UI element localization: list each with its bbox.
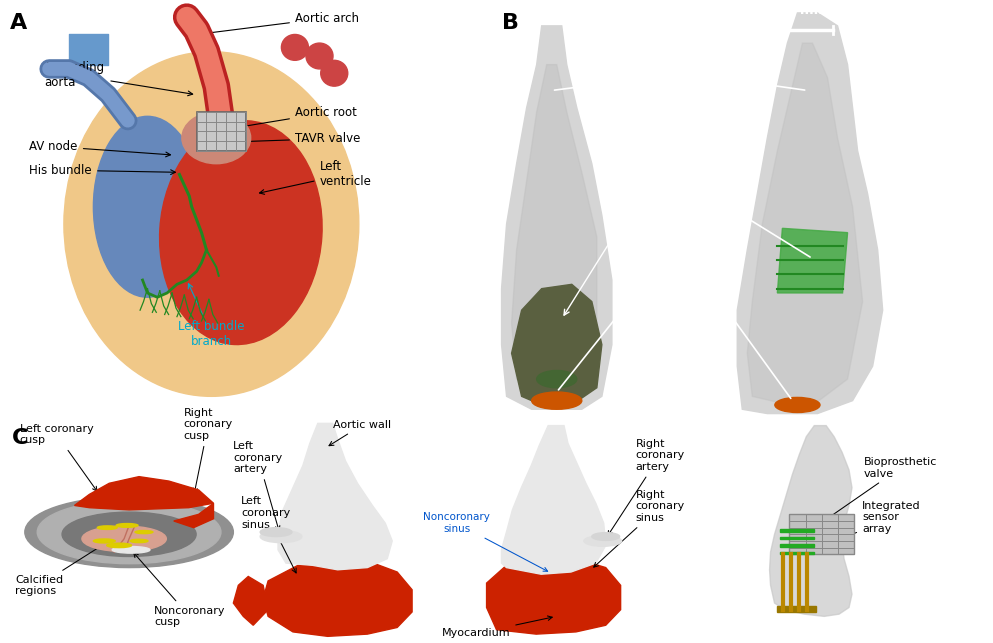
Ellipse shape — [135, 530, 153, 534]
Ellipse shape — [25, 496, 233, 568]
Ellipse shape — [112, 547, 150, 553]
Text: Calcified
regions: Calcified regions — [15, 539, 111, 596]
Text: Bioprosthetic
valve: Bioprosthetic valve — [817, 457, 937, 525]
Text: Integrated
sensor array: Integrated sensor array — [640, 147, 734, 176]
Text: Myocardium: Myocardium — [632, 231, 723, 244]
Polygon shape — [737, 13, 883, 413]
Text: Right
coronary
cusp: Right coronary cusp — [184, 408, 233, 493]
Bar — [780, 552, 814, 554]
Polygon shape — [278, 423, 392, 570]
Ellipse shape — [130, 539, 148, 543]
Text: AV node: AV node — [30, 140, 171, 157]
Text: His bundle: His bundle — [30, 164, 176, 177]
Text: 15 mm: 15 mm — [778, 5, 827, 17]
Polygon shape — [748, 43, 863, 410]
Text: Integrated
sensor
array: Integrated sensor array — [820, 501, 921, 548]
Bar — [197, 112, 245, 151]
Polygon shape — [487, 556, 621, 634]
Text: B: B — [501, 13, 518, 33]
Text: Left
coronary
artery: Left coronary artery — [233, 441, 283, 530]
Polygon shape — [511, 64, 597, 396]
Ellipse shape — [97, 526, 117, 529]
Ellipse shape — [260, 528, 292, 536]
Ellipse shape — [584, 536, 622, 547]
Bar — [789, 514, 854, 554]
Ellipse shape — [62, 512, 197, 556]
Ellipse shape — [93, 116, 202, 297]
Text: Right
coronary
artery: Right coronary artery — [608, 439, 685, 536]
Ellipse shape — [775, 397, 820, 413]
Ellipse shape — [116, 523, 138, 527]
Ellipse shape — [81, 526, 166, 552]
Ellipse shape — [160, 121, 322, 345]
Ellipse shape — [93, 539, 115, 543]
Polygon shape — [174, 503, 213, 528]
Bar — [780, 544, 814, 547]
Polygon shape — [501, 426, 606, 574]
Text: Left bundle
branch: Left bundle branch — [178, 284, 244, 348]
Ellipse shape — [536, 370, 577, 388]
Ellipse shape — [260, 530, 302, 543]
Polygon shape — [770, 426, 852, 617]
Text: Leaflets &
calcification: Leaflets & calcification — [564, 113, 728, 315]
Ellipse shape — [182, 112, 250, 164]
Text: Aortic arch: Aortic arch — [201, 12, 358, 36]
Bar — [777, 606, 816, 612]
Text: A: A — [10, 13, 27, 33]
Ellipse shape — [38, 500, 220, 564]
Text: Ascending
aorta: Ascending aorta — [45, 61, 193, 96]
Polygon shape — [778, 228, 848, 293]
Ellipse shape — [592, 532, 620, 540]
Polygon shape — [511, 284, 602, 405]
Text: Noncoronary
cusp: Noncoronary cusp — [134, 553, 225, 628]
Ellipse shape — [306, 43, 333, 69]
Polygon shape — [74, 476, 213, 510]
Ellipse shape — [321, 60, 348, 86]
Bar — [780, 536, 814, 539]
Text: Aortic wall: Aortic wall — [647, 55, 727, 68]
Text: Right
coronary
sinus: Right coronary sinus — [594, 490, 685, 567]
Ellipse shape — [531, 392, 582, 410]
Text: TAVR valve: TAVR valve — [230, 132, 360, 145]
Polygon shape — [233, 577, 268, 625]
Text: Myocardium: Myocardium — [442, 616, 552, 638]
Bar — [780, 529, 814, 532]
Ellipse shape — [107, 543, 131, 548]
Polygon shape — [263, 559, 412, 637]
Ellipse shape — [64, 51, 358, 396]
Text: Left
ventricle: Left ventricle — [259, 160, 371, 194]
Ellipse shape — [281, 35, 309, 60]
Text: C: C — [12, 428, 28, 448]
Text: Aortic wall: Aortic wall — [329, 420, 391, 446]
Text: Aortic root: Aortic root — [230, 106, 356, 130]
Text: Left coronary
cusp: Left coronary cusp — [20, 424, 97, 491]
Polygon shape — [501, 26, 612, 410]
Text: Noncoronary
sinus: Noncoronary sinus — [423, 512, 547, 571]
Text: Left
coronary
sinus: Left coronary sinus — [241, 496, 296, 573]
